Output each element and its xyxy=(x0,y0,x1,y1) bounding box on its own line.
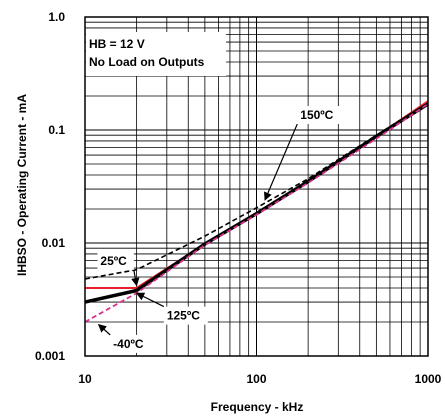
axes xyxy=(84,16,429,357)
series-line-150c xyxy=(84,101,429,280)
x-tick-label: 10 xyxy=(78,372,92,386)
annotation-arrow xyxy=(264,123,298,201)
y-tick-label: 0.01 xyxy=(42,236,66,250)
y-axis-title: IHBSO - Operating Current - mA xyxy=(15,94,29,276)
x-tick-label: 1000 xyxy=(415,372,442,386)
tick-labels: 10 100 1000 0.001 0.01 0.1 1.0 xyxy=(35,10,442,386)
annotation-label: 25ºC xyxy=(100,254,127,268)
y-tick-label: 1.0 xyxy=(48,10,65,24)
plot-frame xyxy=(84,16,429,357)
x-tick-label: 100 xyxy=(246,372,266,386)
annotation-box xyxy=(97,251,134,270)
annotation-label: -40ºC xyxy=(113,337,144,351)
conditions-legend: HB = 12 V No Load on Outputs xyxy=(86,32,226,76)
x-axis-title: Frequency - kHz xyxy=(211,400,304,414)
legend-box xyxy=(86,32,226,76)
grid xyxy=(85,17,428,356)
annotations: 150ºC 25ºC 125ºC -40ºC xyxy=(97,106,342,353)
annotation-label: 125ºC xyxy=(167,309,200,323)
annotation-box xyxy=(110,334,155,353)
annotation-arrow xyxy=(135,292,165,308)
annotation-arrow xyxy=(97,323,111,336)
annotation-arrow xyxy=(131,269,140,287)
legend-line: HB = 12 V xyxy=(89,37,145,51)
y-tick-label: 0.001 xyxy=(35,349,65,363)
annotation-box xyxy=(297,106,342,125)
y-tick-label: 0.1 xyxy=(48,123,65,137)
legend-line: No Load on Outputs xyxy=(89,55,205,69)
annotation-box xyxy=(163,306,208,325)
series-line-125c xyxy=(84,102,429,304)
annotation-label: 150ºC xyxy=(300,108,333,122)
